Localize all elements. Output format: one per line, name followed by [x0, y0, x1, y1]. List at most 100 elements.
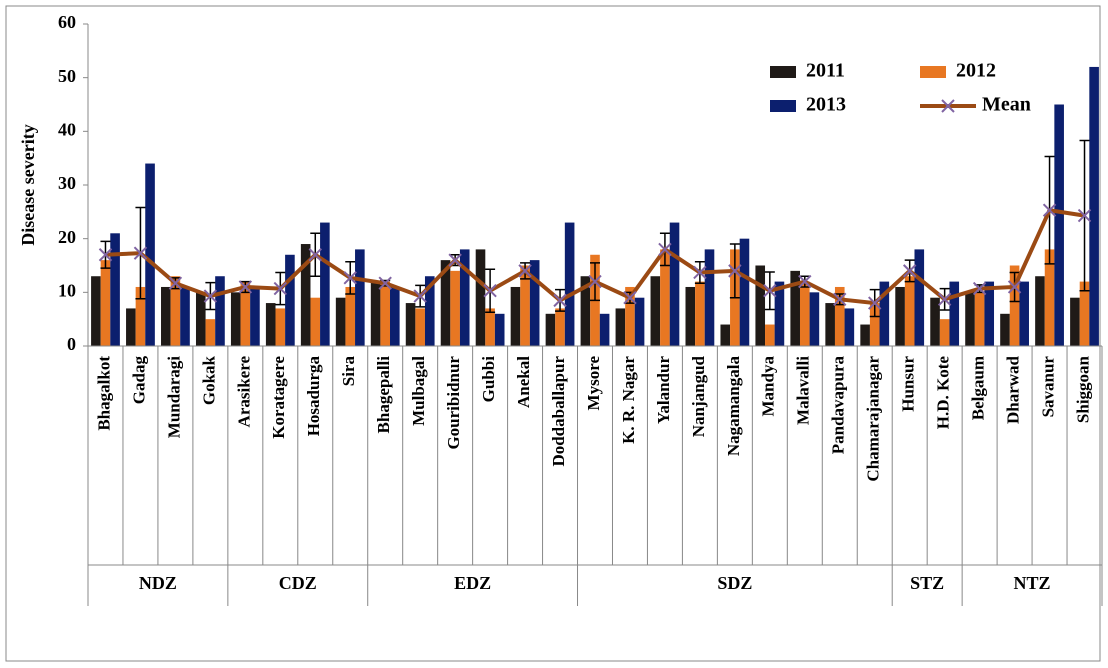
mean-marker: [937, 292, 952, 307]
x-tick-label: Yalandur: [654, 356, 673, 424]
group-label: NTZ: [1014, 573, 1051, 593]
bar: [345, 286, 356, 346]
bar: [275, 308, 286, 346]
bar: [1000, 313, 1010, 346]
x-tick-label: Bhagepalli: [374, 356, 393, 434]
bar: [265, 303, 276, 346]
mean-marker: [273, 281, 288, 296]
bar: [895, 286, 905, 346]
mean-marker: [833, 292, 847, 307]
bar: [475, 249, 486, 346]
y-tick-label: 0: [67, 334, 76, 354]
bar: [685, 286, 696, 346]
bar: [660, 249, 670, 346]
bar: [825, 303, 835, 346]
bar: [774, 281, 785, 346]
bar: [914, 249, 925, 346]
x-tick-label: Pandavapura: [829, 356, 848, 455]
bar: [834, 286, 845, 346]
bar: [240, 281, 251, 346]
bar: [564, 222, 575, 346]
legend-label: Mean: [982, 94, 1031, 116]
mean-marker: [203, 289, 218, 303]
bar: [230, 292, 241, 346]
legend-swatch: [770, 100, 796, 112]
bar: [215, 276, 225, 346]
legend-marker: [941, 99, 955, 113]
bar: [799, 281, 810, 346]
y-axis-label: Disease severity: [18, 124, 38, 245]
bar: [529, 260, 540, 346]
mean-marker: [972, 281, 987, 296]
bar: [695, 281, 705, 346]
x-tick-label: Doddaballapur: [549, 356, 568, 467]
bar: [1009, 265, 1020, 346]
bar: [650, 276, 661, 346]
mean-marker: [1007, 280, 1022, 294]
mean-marker: [623, 290, 637, 305]
group-label: STZ: [910, 573, 944, 593]
bar: [1054, 104, 1064, 346]
bar: [704, 249, 715, 346]
bar: [984, 281, 995, 346]
bar: [939, 319, 950, 346]
legend-label: 2011: [806, 60, 845, 82]
legend-swatch: [920, 66, 946, 78]
bar: [250, 286, 260, 346]
bar: [335, 297, 346, 346]
x-tick-label: Hosadurga: [304, 356, 323, 437]
mean-marker: [133, 246, 148, 260]
bar: [424, 276, 435, 346]
bar: [545, 313, 556, 346]
mean-marker: [693, 265, 707, 280]
bar: [510, 286, 521, 346]
bar: [1089, 66, 1099, 346]
bar: [415, 308, 425, 346]
bar: [170, 276, 181, 346]
bar: [91, 276, 101, 346]
x-tick-label: Gouribidnur: [444, 356, 463, 450]
mean-marker: [238, 280, 253, 294]
bar: [720, 324, 731, 346]
bar: [580, 276, 591, 346]
bar: [135, 286, 146, 346]
bar: [555, 308, 565, 346]
bar: [1070, 297, 1080, 346]
mean-marker: [728, 264, 742, 278]
x-tick-label: Mysore: [584, 356, 603, 411]
group-label: CDZ: [279, 573, 317, 593]
bar: [494, 313, 505, 346]
bar: [790, 270, 800, 346]
bar: [755, 265, 766, 346]
bar: [844, 308, 855, 346]
mean-marker: [343, 271, 357, 285]
bar: [860, 324, 870, 346]
x-tick-label: Belgaum: [969, 356, 988, 420]
bar: [965, 292, 975, 346]
bar: [126, 308, 136, 346]
mean-marker: [483, 284, 497, 298]
bar: [765, 324, 775, 346]
x-tick-label: Chamarajanagar: [864, 356, 883, 482]
legend-label: 2012: [956, 60, 996, 82]
mean-marker: [168, 276, 183, 290]
bar: [145, 163, 155, 346]
bar: [1079, 281, 1090, 346]
bar: [161, 286, 171, 346]
bar: [879, 281, 890, 346]
bar: [380, 281, 391, 346]
x-tick-label: Mandya: [759, 356, 778, 417]
bar: [974, 292, 985, 346]
group-label: NDZ: [139, 573, 177, 593]
bar: [320, 222, 330, 346]
mean-marker: [1077, 208, 1092, 223]
x-tick-label: Sira: [339, 356, 358, 387]
x-tick-label: Anekal: [514, 356, 533, 408]
bar: [949, 281, 960, 346]
x-tick-label: H.D. Kote: [934, 356, 953, 430]
x-tick-label: Bhagalkot: [94, 356, 113, 431]
bar: [669, 222, 680, 346]
x-tick-label: Gadag: [129, 356, 148, 405]
y-tick-label: 30: [58, 173, 76, 193]
x-tick-label: Hunsur: [899, 356, 918, 412]
